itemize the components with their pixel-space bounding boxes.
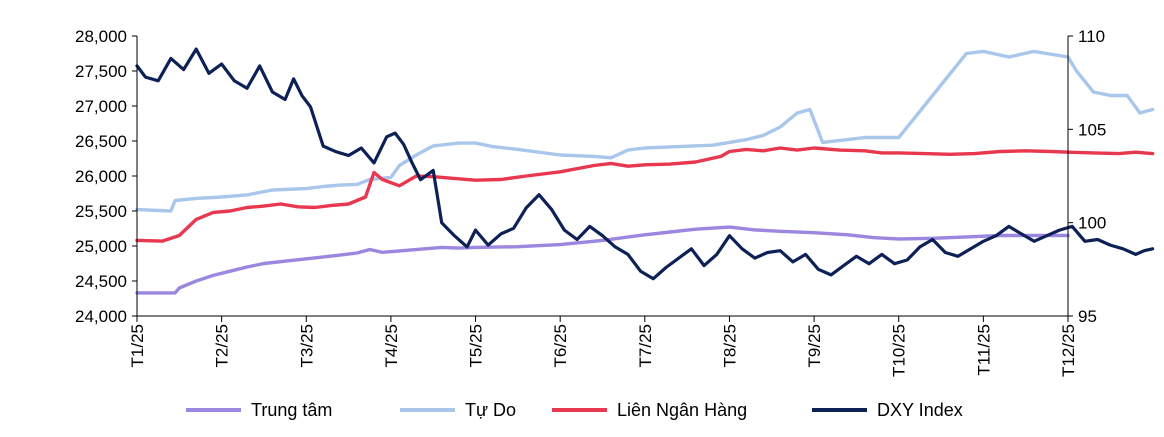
series-line-3 [135, 146, 1155, 243]
series-line-1 [135, 225, 1070, 295]
x-tick-label: T7/25 [636, 324, 655, 367]
y-right-tick-label: 105 [1078, 120, 1106, 139]
y-left-tick-label: 24,500 [75, 272, 127, 291]
y-right-tick-label: 110 [1078, 27, 1105, 46]
y-left-tick-label: 25,500 [75, 202, 127, 221]
x-tick-label: T3/25 [297, 324, 316, 367]
y-left-tick-label: 25,000 [75, 237, 127, 256]
y-left-tick-label: 24,000 [75, 307, 127, 326]
series-line-4 [135, 47, 1155, 281]
x-tick-label: T8/25 [720, 324, 739, 367]
y-left-tick-label: 27,500 [75, 62, 127, 81]
legend-label-2: Tự Do [465, 400, 516, 420]
x-tick-label: T4/25 [382, 324, 401, 367]
x-tick-label: T12/25 [1059, 324, 1078, 377]
legend-label-4: DXY Index [877, 400, 963, 420]
x-tick-label: T5/25 [467, 324, 486, 367]
y-left-tick-label: 26,500 [75, 132, 127, 151]
series-line-2 [135, 49, 1155, 213]
x-tick-label: T1/25 [128, 324, 147, 367]
x-tick-label: T10/25 [890, 324, 909, 377]
series-lines [135, 47, 1155, 295]
y-left-tick-label: 28,000 [75, 27, 127, 46]
axes: 24,000 24,500 25,000 25,500 26,000 26,500 27,0… [75, 27, 1106, 377]
x-tick-label: T9/25 [805, 324, 824, 367]
x-tick-label: T11/25 [974, 324, 993, 376]
x-tick-label: T2/25 [213, 324, 232, 367]
y-right-tick-label: 95 [1078, 307, 1097, 326]
y-right-tick-label: 100 [1078, 214, 1106, 233]
y-left-tick-label: 27,000 [75, 97, 127, 116]
legend: Trung tâm Tự Do Liên Ngân Hàng DXY Index [186, 400, 963, 420]
legend-label-1: Trung tâm [251, 400, 332, 420]
x-tick-label: T6/25 [551, 324, 570, 367]
y-left-tick-label: 26,000 [75, 167, 127, 186]
legend-label-3: Liên Ngân Hàng [617, 400, 747, 420]
